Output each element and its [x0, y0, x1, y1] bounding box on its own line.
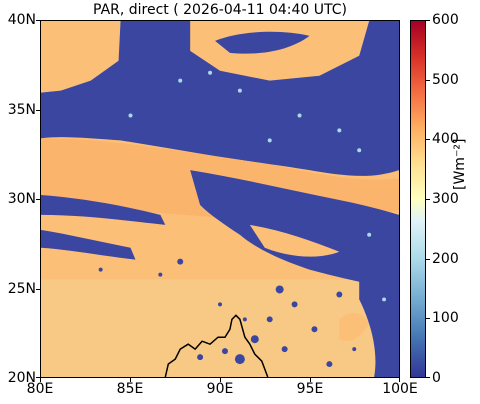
xtick-mark: [399, 378, 400, 382]
ytick-mark: [36, 199, 40, 200]
xtick-90E: 90E: [206, 381, 234, 397]
low-par-central-band: [190, 170, 399, 290]
colorbar-tick-mark: [426, 199, 430, 200]
xtick-mark: [130, 378, 131, 382]
high-par-east-inclusion: [339, 313, 370, 342]
xtick-mark: [220, 378, 221, 382]
colorbar-tick-mark: [426, 259, 430, 260]
xtick-95E: 95E: [296, 381, 324, 397]
colorbar-tick-mark: [426, 377, 430, 378]
low-par-stripe-left: [41, 195, 166, 225]
ytick-mark: [36, 110, 40, 111]
ytick-mark: [36, 377, 40, 378]
ytick-40N: 40N: [7, 12, 36, 28]
xtick-80E: 80E: [26, 381, 54, 397]
low-par-stripe-left-2: [41, 229, 136, 260]
colorbar-tick-mark: [426, 20, 430, 21]
colorbar-tick-100: 100: [432, 310, 459, 326]
colorbar-tick-400: 400: [432, 131, 459, 147]
colorbar-tick-mark: [426, 139, 430, 140]
map-plot-area: [40, 20, 400, 378]
low-par-north-cloud: [215, 31, 310, 54]
high-par-nw-inclusion: [41, 21, 121, 93]
ytick-20N: 20N: [7, 370, 36, 386]
map-canvas: [41, 21, 399, 377]
colorbar-unit-label: [Wm⁻²]: [452, 138, 468, 190]
light-speckles: [128, 70, 387, 302]
xtick-mark: [310, 378, 311, 382]
ytick-mark: [36, 289, 40, 290]
low-par-east-region: [359, 259, 399, 377]
colorbar-tick-600: 600: [432, 12, 459, 28]
colorbar-tick-mark: [426, 80, 430, 81]
colorbar-tick-0: 0: [432, 370, 441, 386]
high-par-central-inclusion: [249, 224, 340, 257]
colorbar-tick-200: 200: [432, 251, 459, 267]
colorbar-tick-mark: [426, 318, 430, 319]
ytick-25N: 25N: [7, 281, 36, 297]
colorbar-tick-500: 500: [432, 72, 459, 88]
ytick-35N: 35N: [7, 102, 36, 118]
xtick-mark: [40, 378, 41, 382]
colorbar: [410, 20, 426, 378]
xtick-100E: 100E: [382, 381, 418, 397]
coastline: [164, 314, 269, 377]
colorbar-tick-300: 300: [432, 191, 459, 207]
xtick-85E: 85E: [116, 381, 144, 397]
cloud-speckles: [98, 258, 357, 368]
ytick-30N: 30N: [7, 191, 36, 207]
ytick-mark: [36, 20, 40, 21]
map-title: PAR, direct ( 2026-04-11 04:40 UTC): [93, 2, 347, 18]
